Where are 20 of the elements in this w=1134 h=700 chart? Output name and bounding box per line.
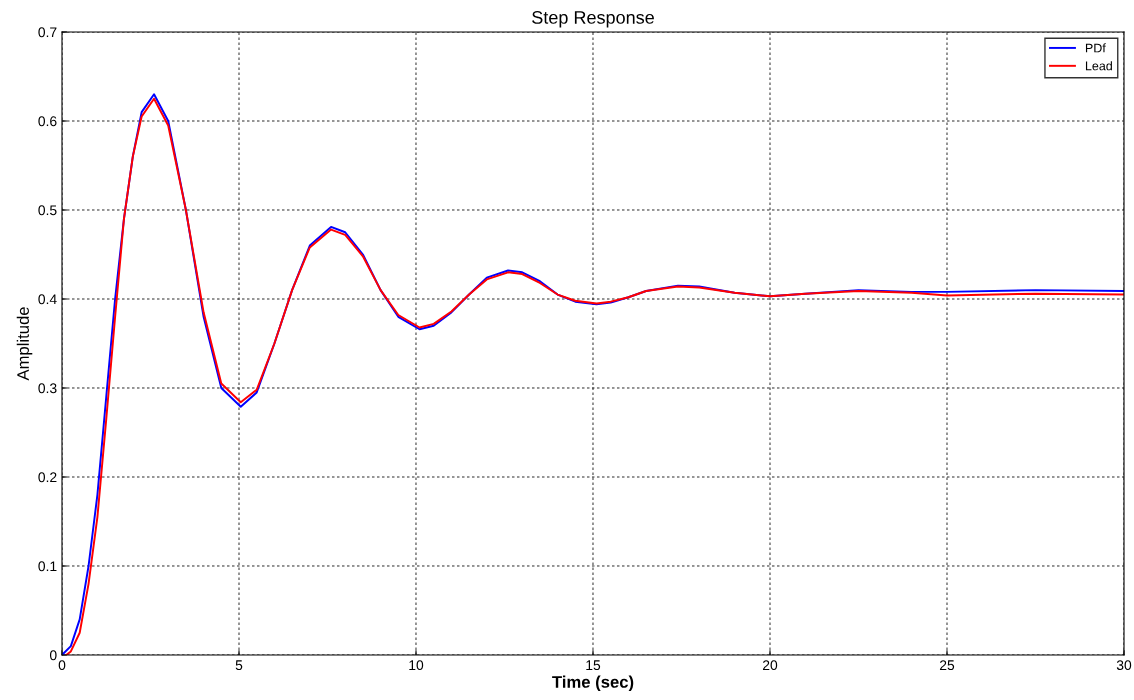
x-tick-label: 20 bbox=[762, 660, 778, 671]
x-axis-title: Time (sec) bbox=[552, 675, 634, 692]
y-tick-label: 0.2 bbox=[38, 472, 57, 483]
x-tick-label: 5 bbox=[235, 660, 243, 671]
x-tick-label: 25 bbox=[939, 660, 955, 671]
x-tick-label: 10 bbox=[409, 660, 424, 671]
y-axis-title: Amplitude bbox=[16, 307, 33, 381]
y-tick-label: 0 bbox=[49, 650, 57, 661]
y-tick-label: 0.6 bbox=[38, 116, 57, 127]
y-tick-label: 0.3 bbox=[38, 383, 57, 394]
y-tick-label: 0.1 bbox=[38, 561, 57, 572]
chart-title: Step Response bbox=[532, 11, 654, 28]
y-tick-label: 0.5 bbox=[38, 205, 57, 216]
x-tick-label: 30 bbox=[1116, 660, 1132, 671]
y-tick-label: 0.7 bbox=[38, 27, 57, 38]
legend-label: PDf bbox=[1085, 43, 1106, 53]
x-tick-label: 0 bbox=[58, 660, 66, 671]
y-tick-label: 0.4 bbox=[38, 294, 57, 305]
x-tick-label: 15 bbox=[586, 660, 601, 671]
legend-label: Lead bbox=[1085, 61, 1112, 71]
